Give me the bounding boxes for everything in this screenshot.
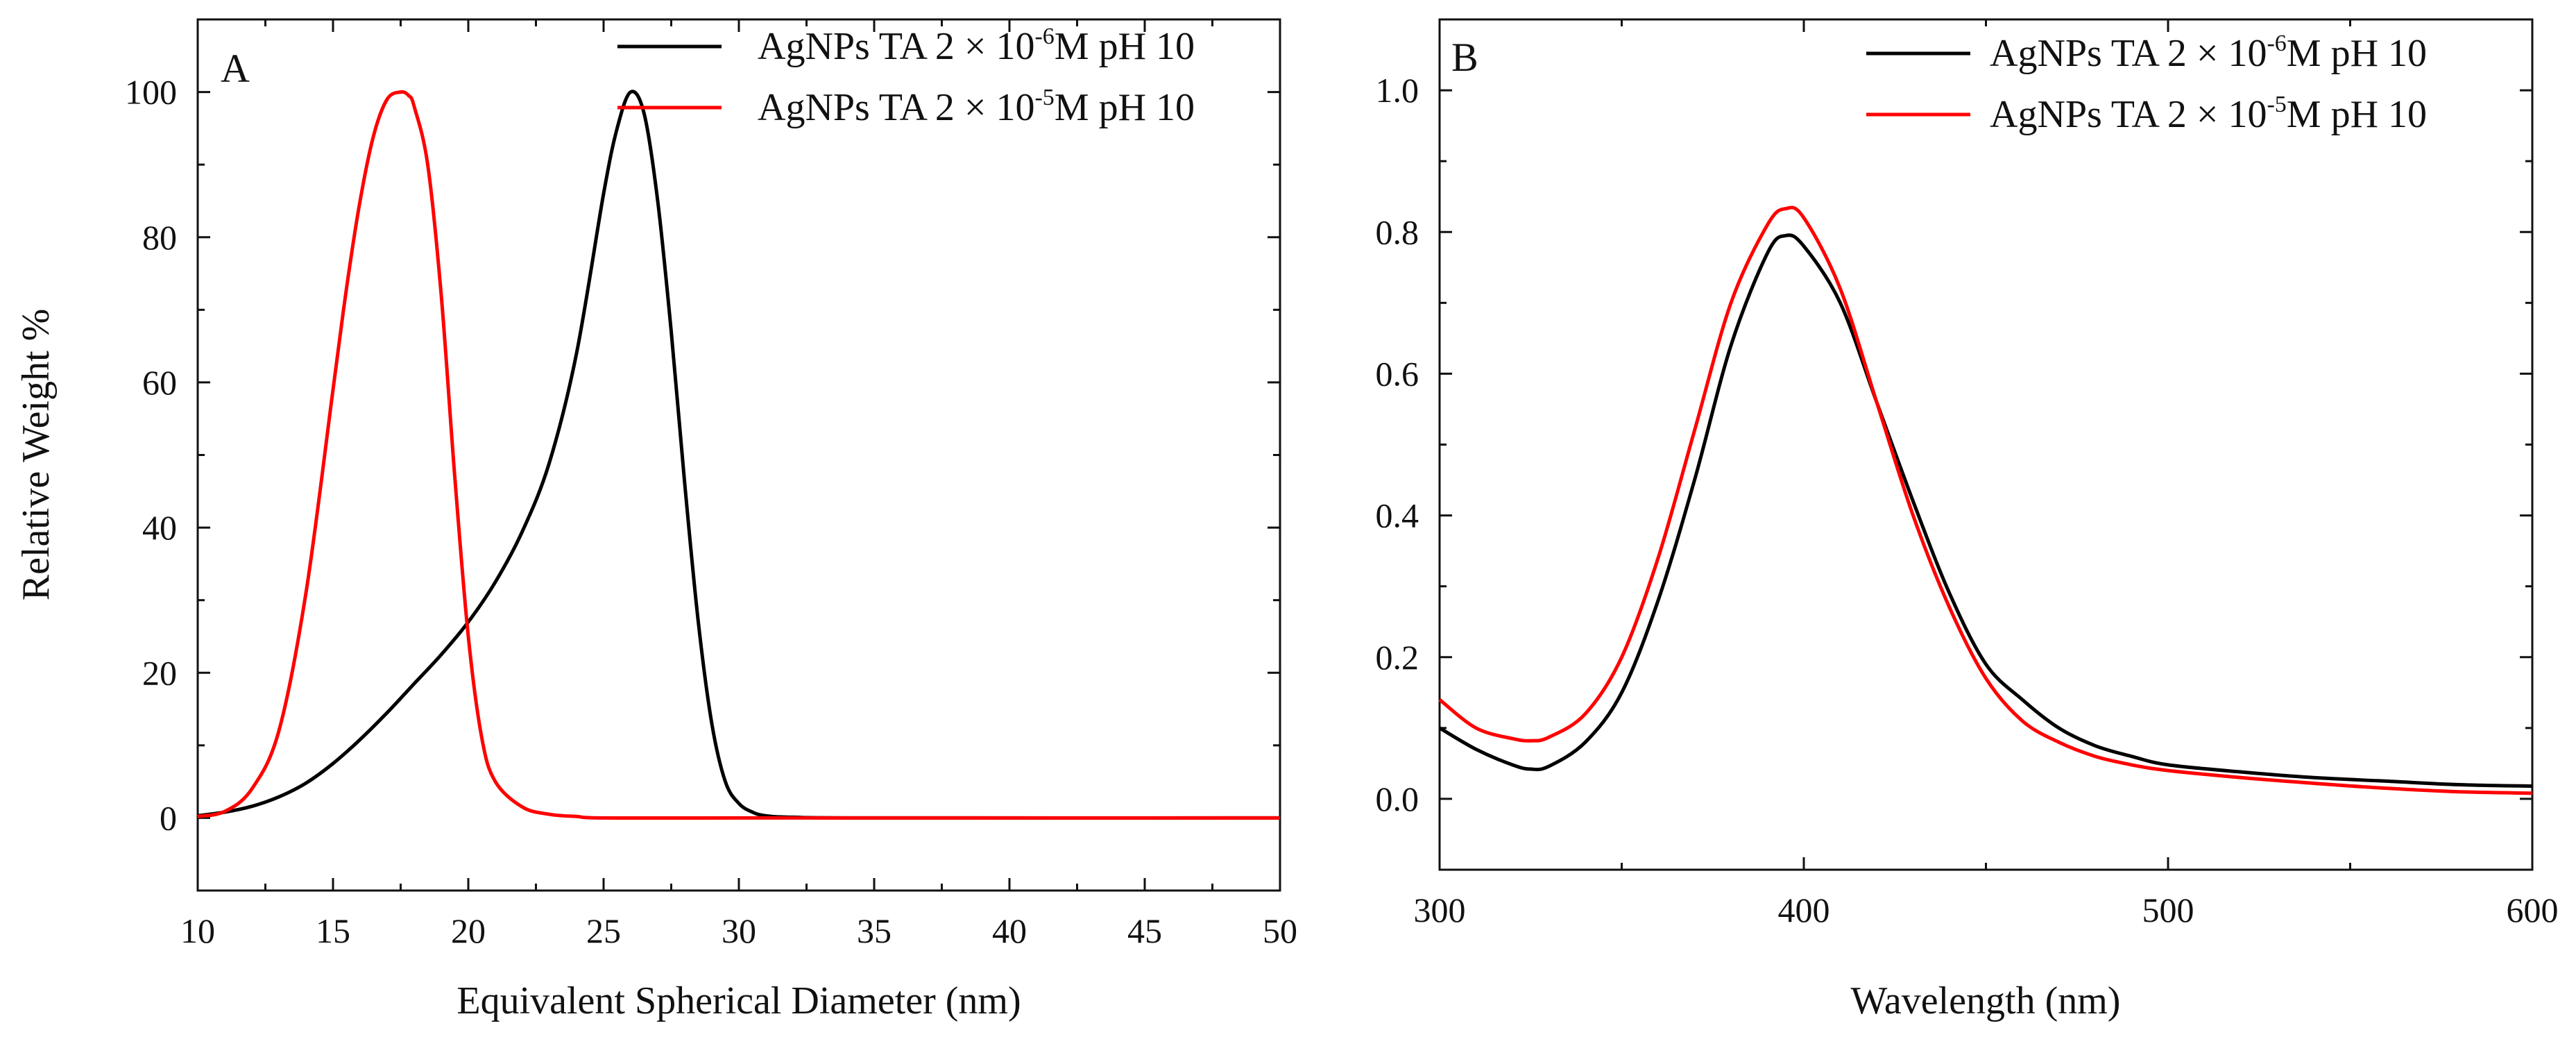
panel-b-y-tick-label: 0.0 — [1376, 779, 1419, 818]
panel-b-chart: 300 400 500 600 0.0 0.2 0.4 0.6 0.8 1.0 B Wavelen… — [1376, 18, 2559, 1022]
legend-label-exponent: -5 — [1034, 85, 1054, 110]
panel-b-x-tick-label: 600 — [2507, 891, 2559, 929]
legend-label-suffix: M pH 10 — [2287, 93, 2427, 136]
legend-label-prefix: AgNPs TA 2 × 10 — [1990, 93, 2267, 136]
panel-b-label: B — [1451, 35, 1478, 80]
panel-a-y-tick-label: 80 — [142, 218, 177, 257]
panel-a-x-tick-label: 40 — [992, 911, 1027, 950]
panel-a-legend-label-1: AgNPs TA 2 × 10-6M pH 10 — [758, 24, 1195, 68]
panel-a-x-tick-label: 50 — [1263, 911, 1297, 950]
panel-b-x-axis-title: Wavelength (nm) — [1851, 979, 2121, 1022]
panel-a-x-tick-label: 10 — [180, 911, 215, 950]
legend-label-suffix: M pH 10 — [2287, 32, 2427, 75]
panel-b-y-tick-label: 0.2 — [1376, 638, 1419, 677]
legend-label-prefix: AgNPs TA 2 × 10 — [758, 86, 1034, 129]
panel-a-x-tick-label: 30 — [722, 911, 756, 950]
panel-b-x-tick-label: 300 — [1414, 891, 1466, 929]
panel-b-series-1-line — [1438, 233, 2533, 788]
panel-a-chart: 10 15 20 25 30 35 40 45 50 0 20 40 60 80 100 A Equival… — [15, 18, 1297, 1022]
legend-label-prefix: AgNPs TA 2 × 10 — [1990, 32, 2267, 75]
panel-a-x-tick-label: 25 — [586, 911, 621, 950]
panel-a-x-axis-title: Equivalent Spherical Diameter (nm) — [457, 979, 1021, 1022]
panel-b-x-tick-label: 400 — [1778, 891, 1830, 929]
panel-a-x-tick-label: 20 — [451, 911, 486, 950]
legend-label-exponent: -5 — [2267, 92, 2286, 117]
panel-a-plot-frame — [196, 18, 1281, 892]
legend-label-suffix: M pH 10 — [1055, 25, 1195, 68]
panel-b-y-tick-label: 0.8 — [1376, 212, 1419, 251]
panel-a-x-tick-label: 35 — [857, 911, 892, 950]
legend-label-exponent: -6 — [2267, 31, 2286, 56]
panel-a-x-tick-label: 45 — [1127, 911, 1162, 950]
panel-a-series-1-line — [197, 90, 1281, 820]
panel-b-legend-label-2: AgNPs TA 2 × 10-5M pH 10 — [1990, 92, 2427, 136]
panel-a-y-tick-label: 0 — [160, 798, 177, 837]
legend-label-exponent: -6 — [1034, 24, 1054, 49]
legend-label-prefix: AgNPs TA 2 × 10 — [758, 25, 1034, 68]
panel-b-plot-frame — [1438, 18, 2534, 871]
panel-a-x-tick-label: 15 — [316, 911, 350, 950]
panel-b-y-tick-label: 1.0 — [1376, 71, 1419, 110]
panel-a-legend-label-2: AgNPs TA 2 × 10-5M pH 10 — [758, 85, 1195, 129]
panel-a-y-tick-label: 20 — [142, 653, 177, 692]
panel-b-y-tick-label: 0.6 — [1376, 354, 1419, 393]
legend-label-suffix: M pH 10 — [1055, 86, 1195, 129]
panel-b-series-2-line — [1438, 205, 2533, 795]
panel-b-x-tick-label: 500 — [2142, 891, 2194, 929]
panel-b-legend-label-1: AgNPs TA 2 × 10-6M pH 10 — [1990, 31, 2427, 75]
panel-a-series-2-line — [197, 90, 1280, 820]
panel-a-y-tick-label: 100 — [125, 73, 177, 112]
panel-a-y-axis-title: Relative Weight % — [15, 309, 58, 601]
panel-b-y-tick-label: 0.4 — [1376, 496, 1419, 535]
panel-a-y-tick-label: 40 — [142, 508, 177, 547]
panel-a-y-tick-label: 60 — [142, 363, 177, 402]
panel-a-label: A — [221, 46, 250, 91]
